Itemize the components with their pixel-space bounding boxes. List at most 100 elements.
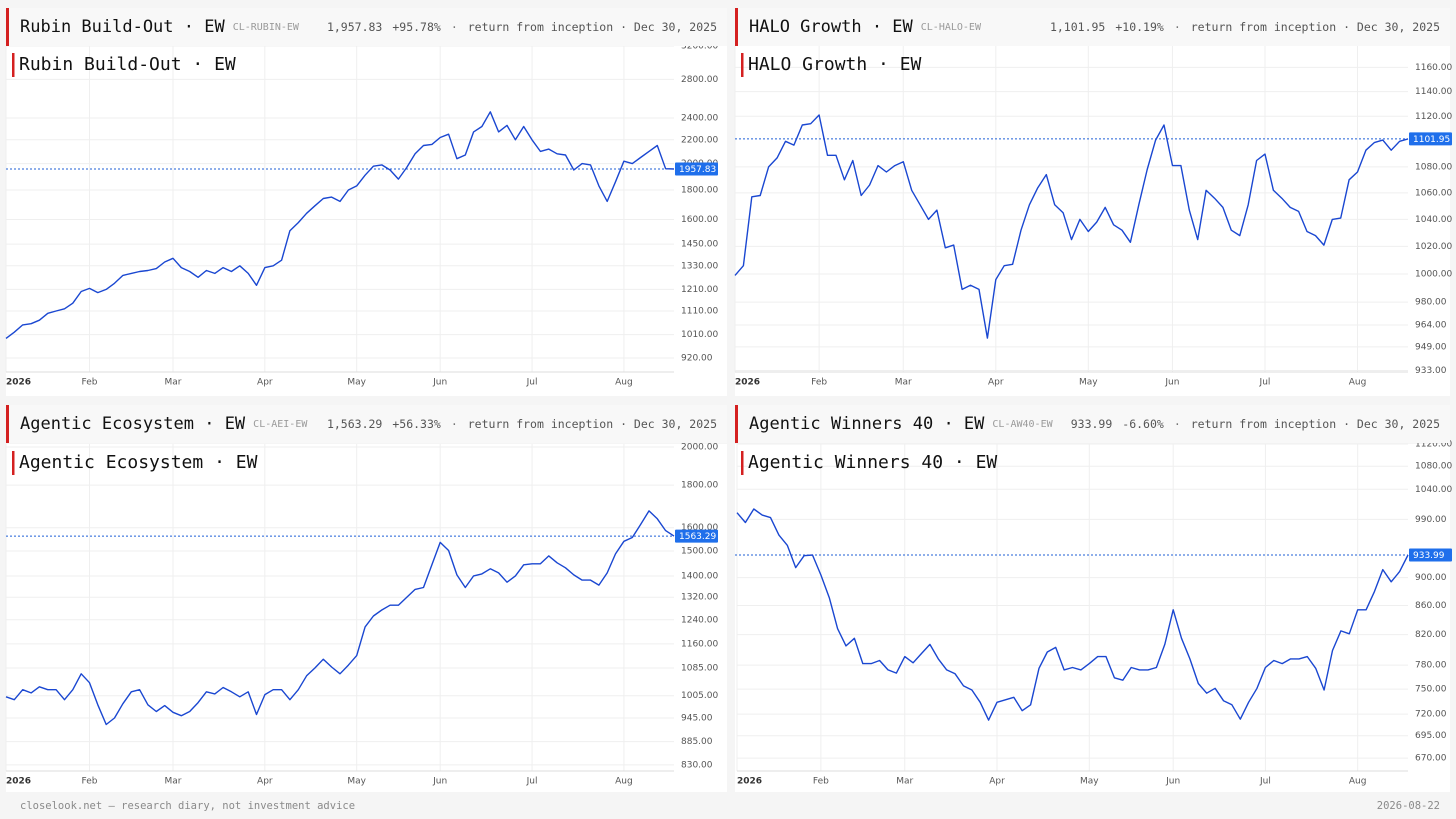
- y-tick-label: 1080.00: [1415, 462, 1452, 472]
- price-tag: [1409, 132, 1452, 146]
- x-tick-label: Mar: [165, 378, 182, 388]
- price-series: [734, 114, 1409, 339]
- y-tick-label: 990.00: [1415, 515, 1447, 525]
- price-tag-label: 1957.83: [679, 165, 716, 175]
- title-accent: [12, 451, 15, 475]
- x-tick-label: Mar: [896, 777, 913, 787]
- x-tick-label: Aug: [615, 378, 633, 388]
- title-accent: [741, 53, 744, 77]
- panel-header: Rubin Build-Out · EW CL-RUBIN-EW 1,957.83 +…: [6, 8, 727, 46]
- y-tick-label: 920.00: [681, 354, 713, 364]
- y-tick-label: 1600.00: [681, 523, 718, 533]
- separator: ·: [1173, 417, 1181, 431]
- y-tick-label: 820.00: [1415, 630, 1447, 640]
- x-tick-label: Jul: [526, 378, 538, 388]
- y-tick-label: 1080.00: [1415, 162, 1452, 172]
- y-tick-label: 885.00: [681, 737, 713, 747]
- y-tick-label: 1040.00: [1415, 215, 1452, 225]
- panel-header: HALO Growth · EW CL-HALO-EW 1,101.95 +10.19…: [735, 8, 1450, 46]
- y-tick-label: 945.00: [681, 713, 713, 723]
- price-tag: [675, 162, 718, 176]
- x-tick-label: Jun: [1165, 777, 1180, 787]
- x-tick-label: Feb: [811, 378, 827, 388]
- x-tick-label: Jul: [526, 777, 538, 787]
- x-tick-label: May: [1079, 378, 1098, 388]
- y-tick-label: 1500.00: [681, 547, 718, 557]
- y-tick-label: 1005.00: [681, 691, 718, 701]
- y-tick-label: 695.00: [1415, 731, 1447, 741]
- chart-panel: [735, 444, 1450, 792]
- separator: ·: [450, 20, 458, 34]
- inception-note: return from inception · Dec 30, 2025: [467, 417, 717, 431]
- x-tick-label: Jun: [432, 378, 447, 388]
- chart-title: Rubin Build-Out · EW: [19, 54, 236, 75]
- panel-title: HALO Growth · EW: [749, 17, 913, 37]
- panel-ticker: CL-HALO-EW: [920, 21, 981, 33]
- change: -6.60%: [1122, 417, 1164, 431]
- x-tick-label: Aug: [615, 777, 633, 787]
- y-tick-label: 750.00: [1415, 685, 1447, 695]
- y-tick-label: 1600.00: [681, 215, 718, 225]
- y-tick-label: 720.00: [1415, 710, 1447, 720]
- y-tick-label: 1450.00: [681, 240, 718, 250]
- x-tick-label: Jun: [1164, 378, 1179, 388]
- y-tick-label: 964.00: [1415, 321, 1447, 331]
- y-tick-label: 1060.00: [1415, 188, 1452, 198]
- y-tick-label: 670.00: [1415, 754, 1447, 764]
- chart-title: Agentic Winners 40 · EW: [748, 452, 997, 473]
- inception-note: return from inception · Dec 30, 2025: [467, 20, 717, 34]
- chart-title: HALO Growth · EW: [748, 54, 922, 75]
- y-tick-label: 1800.00: [681, 186, 718, 196]
- x-tick-label: 2026: [6, 378, 31, 388]
- y-tick-label: 860.00: [1415, 601, 1447, 611]
- y-tick-label: 2200.00: [681, 135, 718, 145]
- y-tick-label: 1110.00: [681, 307, 718, 317]
- last-value: 933.99: [1070, 417, 1113, 431]
- footer-date: 2026-08-22: [1376, 800, 1440, 812]
- y-tick-label: 1210.00: [681, 285, 718, 295]
- footer-note: closelook.net — research diary, not inve…: [20, 800, 356, 812]
- chart-panel: [6, 444, 727, 792]
- separator: ·: [450, 417, 458, 431]
- panel-title: Agentic Winners 40 · EW: [749, 414, 985, 434]
- title-accent: [12, 53, 15, 77]
- change: +10.19%: [1115, 20, 1164, 34]
- chart-panel: [735, 46, 1450, 396]
- y-tick-label: 2000.00: [681, 443, 718, 453]
- x-tick-label: Aug: [1349, 777, 1367, 787]
- x-tick-label: 2026: [6, 777, 31, 787]
- y-tick-label: 933.00: [1415, 366, 1447, 376]
- y-tick-label: 1000.00: [1415, 269, 1452, 279]
- x-tick-label: 2026: [737, 777, 762, 787]
- price-series: [736, 508, 1409, 721]
- y-tick-label: 980.00: [1415, 298, 1447, 308]
- change: +95.78%: [392, 20, 441, 34]
- inception-note: return from inception · Dec 30, 2025: [1190, 20, 1440, 34]
- y-tick-label: 1800.00: [681, 481, 718, 491]
- panel-header: Agentic Ecosystem · EW CL-AEI-EW 1,563.29 +…: [6, 405, 727, 443]
- x-tick-label: Jul: [1259, 378, 1271, 388]
- y-tick-label: 1140.00: [1415, 87, 1452, 97]
- price-tag-label: 1101.95: [1413, 135, 1450, 145]
- panel-header: Agentic Winners 40 · EW CL-AW40-EW 933.99-…: [735, 405, 1450, 443]
- separator: ·: [1173, 20, 1181, 34]
- x-tick-label: May: [347, 777, 366, 787]
- x-tick-label: Apr: [989, 777, 1005, 787]
- last-value: 1,957.83: [326, 20, 383, 34]
- panel-ticker: CL-AW40-EW: [992, 418, 1053, 430]
- x-tick-label: Mar: [895, 378, 912, 388]
- x-tick-label: Feb: [813, 777, 829, 787]
- x-tick-label: Apr: [257, 777, 273, 787]
- y-tick-label: 1040.00: [1415, 485, 1452, 495]
- panel-ticker: CL-AEI-EW: [253, 418, 308, 430]
- x-tick-label: 2026: [735, 378, 760, 388]
- y-tick-label: 1240.00: [681, 615, 718, 625]
- y-tick-label: 1320.00: [681, 593, 718, 603]
- price-tag: [1409, 548, 1452, 562]
- y-tick-label: 2400.00: [681, 114, 718, 124]
- y-tick-label: 2800.00: [681, 75, 718, 85]
- y-tick-label: 1120.00: [1415, 440, 1452, 450]
- y-tick-label: 1330.00: [681, 261, 718, 271]
- x-tick-label: Apr: [988, 378, 1004, 388]
